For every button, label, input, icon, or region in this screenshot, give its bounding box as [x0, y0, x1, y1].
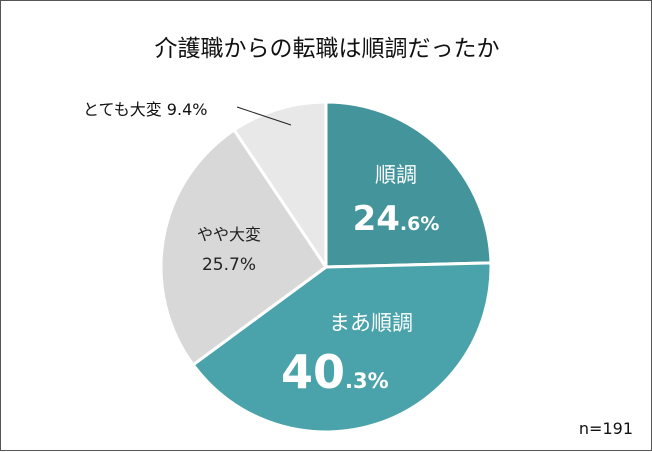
- slice-value-dec: .6%: [399, 213, 440, 235]
- slice-maa-juncho: [191, 261, 493, 434]
- slice-name: 順調: [375, 163, 417, 187]
- slice-value-int: 24: [352, 199, 400, 239]
- chart-title: 介護職からの転職は順調だったか: [154, 36, 500, 62]
- slice-label-yaya-taihen: やや大変 25.7%: [179, 221, 279, 275]
- slice-callout-totemo-taihen: とても大変 9.4%: [83, 100, 208, 119]
- slice-label-juncho: 順調 24.6%: [341, 159, 451, 239]
- slice-value-int: 40: [281, 345, 346, 399]
- sample-size-label: n=191: [578, 419, 633, 438]
- slice-value-dec: .3%: [345, 369, 389, 393]
- slice-totemo-taihen: [232, 100, 328, 269]
- slice-name: やや大変: [196, 225, 261, 244]
- slice-juncho: [324, 100, 493, 269]
- callout-leader-line: [236, 106, 292, 126]
- slice-value: 25.7%: [201, 255, 256, 275]
- slice-label-maa-juncho: まあ順調 40.3%: [271, 307, 441, 399]
- slice-name: まあ順調: [329, 311, 413, 335]
- slice-yaya-taihen: [159, 128, 328, 367]
